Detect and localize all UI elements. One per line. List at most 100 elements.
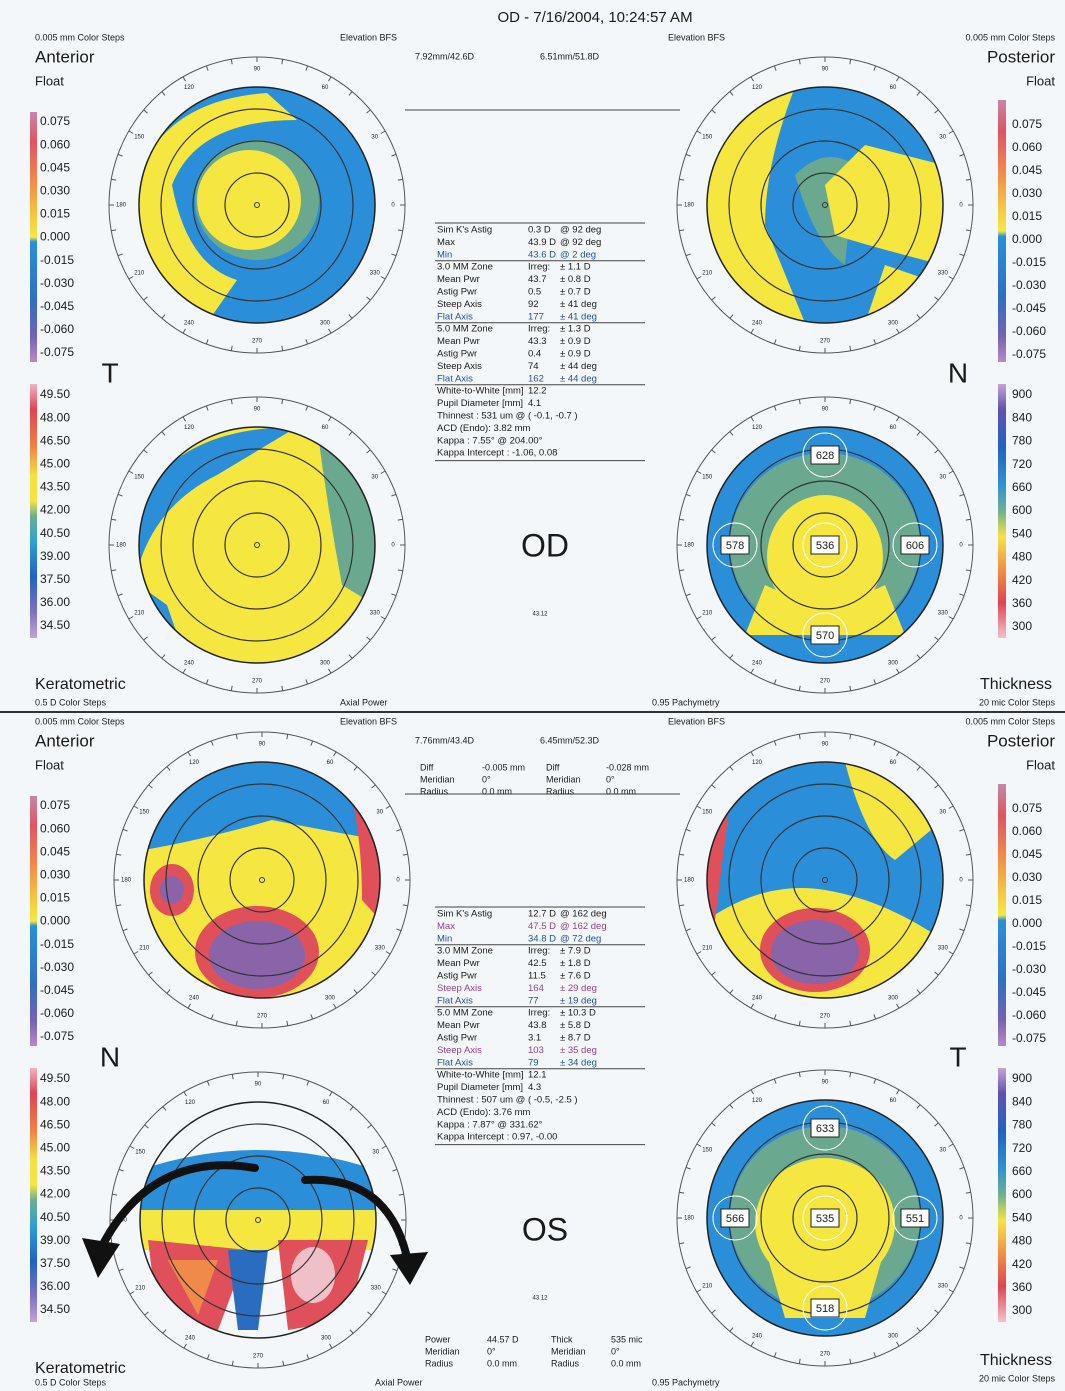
map-title: Keratometric: [35, 676, 126, 693]
stat-text: Mean Pwr: [437, 958, 480, 969]
table-cell: 0.0 mm: [611, 1358, 641, 1368]
scale-label: 840: [1012, 1094, 1032, 1108]
bfs-label: Elevation BFS: [340, 716, 397, 726]
angle-label: 330: [371, 1286, 382, 1292]
angle-label: 300: [888, 995, 899, 1001]
angle-label: 180: [684, 878, 695, 884]
stat-text: Min: [437, 933, 452, 944]
stat-text: 103: [528, 1045, 544, 1056]
pachy-value: 578: [726, 540, 744, 552]
side-letter: N: [100, 1041, 120, 1072]
angle-label: 270: [820, 1014, 831, 1020]
stat-text: @ 162 deg: [560, 921, 607, 932]
scale-label: 0.060: [40, 821, 70, 835]
stat-text: 0.5: [528, 287, 541, 298]
stat-text: ± 44 deg: [560, 373, 597, 384]
scale-label: 0.060: [40, 137, 70, 151]
angle-label: 330: [938, 1284, 949, 1290]
angle-label: 300: [325, 995, 336, 1001]
eye-label: OS: [522, 1211, 568, 1247]
map-subtitle: Float: [1026, 73, 1055, 88]
pachy-value: 536: [816, 540, 834, 552]
angle-label: 270: [252, 339, 263, 345]
float-color-bar: [998, 100, 1006, 362]
map-subtitle: Float: [35, 757, 64, 772]
stat-text: ± 10.3 D: [560, 1008, 596, 1019]
scale-label: -0.060: [1012, 1008, 1046, 1022]
table-cell: Radius: [425, 1358, 454, 1368]
stat-text: Astig Pwr: [437, 287, 477, 298]
color-steps: 0.005 mm Color Steps: [35, 716, 125, 726]
stat-text: 42.5: [528, 958, 547, 969]
angle-label: 270: [820, 679, 831, 685]
scale-label: -0.015: [40, 937, 74, 951]
stat-text: @ 162 deg: [560, 909, 607, 920]
scale-label: 0.030: [1012, 186, 1042, 200]
color-steps: 0.5 D Color Steps: [35, 1377, 107, 1387]
stat-text: Mean Pwr: [437, 274, 480, 285]
stat-text: 43.3: [528, 336, 547, 347]
scale-label: 0.075: [40, 114, 70, 128]
table-cell: 0°: [482, 774, 491, 784]
stat-text: ± 34 deg: [560, 1057, 597, 1068]
scale-label: 900: [1012, 1071, 1032, 1085]
scale-label: 360: [1012, 596, 1032, 610]
angle-label: 330: [375, 946, 386, 952]
stat-text: Steep Axis: [437, 983, 482, 994]
scale-label: 48.00: [40, 410, 70, 424]
float-color-bar: [30, 796, 37, 1046]
stat-text: Astig Pwr: [437, 1033, 477, 1044]
scale-label: -0.030: [1012, 278, 1046, 292]
stat-text: Sim K's Astig: [437, 225, 492, 236]
map-colors: [707, 87, 943, 323]
stat-text: ACD (Endo): 3.82 mm: [437, 423, 531, 434]
stat-text: Flat Axis: [437, 995, 473, 1006]
scale-label: 0.045: [1012, 847, 1042, 861]
table-cell: Power: [425, 1334, 451, 1344]
map-title: Anterior: [35, 47, 95, 66]
angle-label: 180: [684, 203, 695, 209]
bfs-label: Elevation BFS: [668, 716, 725, 726]
scale-label: 540: [1012, 526, 1032, 540]
scale-label: 600: [1012, 503, 1032, 517]
angle-label: 120: [752, 760, 763, 766]
table-cell: 535 mic: [611, 1334, 643, 1344]
angle-label: 300: [888, 1333, 899, 1339]
table-cell: 0.0 mm: [606, 786, 636, 796]
scale-label: 37.50: [40, 1256, 70, 1270]
angle-label: 30: [939, 1148, 946, 1154]
stat-text: 11.5: [528, 971, 546, 982]
stat-text: ± 1.3 D: [560, 324, 591, 335]
stat-text: ACD (Endo): 3.76 mm: [437, 1107, 531, 1118]
scale-label: -0.015: [40, 253, 74, 267]
map-subtitle: Float: [1026, 757, 1055, 772]
stat-text: Max: [437, 237, 455, 248]
scale-label: 0.000: [1012, 916, 1042, 930]
stat-text: 34.8 D: [528, 933, 556, 944]
stat-text: 5.0 MM Zone: [437, 1008, 493, 1019]
stat-text: 164: [528, 983, 544, 994]
table-cell: 0°: [606, 774, 615, 784]
color-steps: 20 mic Color Steps: [979, 697, 1056, 707]
scale-label: 420: [1012, 1257, 1032, 1271]
scale-label: 0.015: [40, 207, 70, 221]
bfs-label: Elevation BFS: [340, 32, 397, 42]
stat-text: 43.7: [528, 274, 547, 285]
stat-text: 3.0 MM Zone: [437, 262, 493, 273]
stat-text: 0.3 D: [528, 225, 551, 236]
pachy-value: 518: [816, 1303, 834, 1315]
angle-label: 30: [939, 810, 946, 816]
angle-label: 30: [371, 135, 378, 141]
stat-text: Irreg:: [528, 262, 550, 273]
stat-text: 92: [528, 299, 539, 310]
scale-label: -0.045: [40, 983, 74, 997]
map-label: Axial Power: [340, 697, 388, 707]
pachy-value: 570: [816, 630, 834, 642]
scale-label: -0.075: [40, 345, 74, 359]
scale-label: 46.50: [40, 433, 70, 447]
pachy-value: 535: [816, 1213, 834, 1225]
angle-label: 210: [702, 271, 713, 277]
angle-label: 150: [702, 810, 713, 816]
angle-label: 210: [139, 946, 150, 952]
stat-text: Steep Axis: [437, 361, 482, 372]
